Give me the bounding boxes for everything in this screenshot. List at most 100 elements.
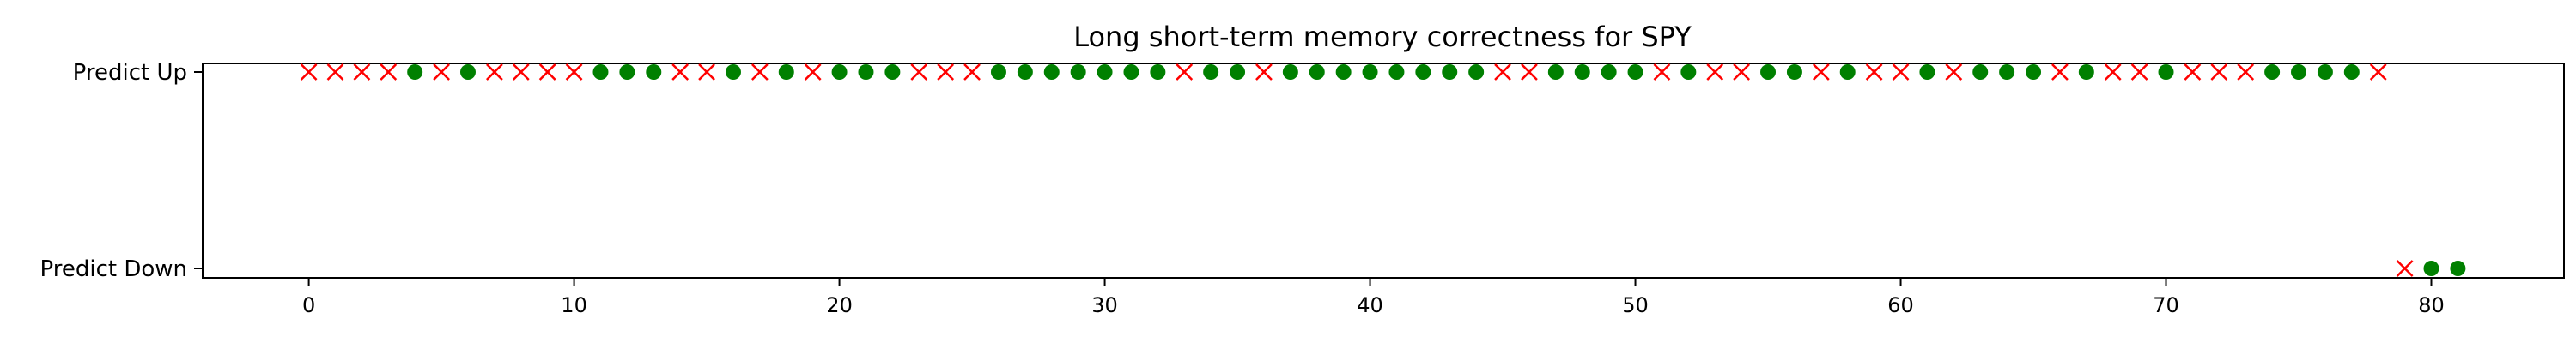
correct-point-marker: [646, 64, 662, 80]
correct-point-marker: [1362, 64, 1378, 80]
correct-point-marker: [1468, 64, 1485, 80]
x-tick-label: 80: [2418, 293, 2445, 317]
correct-point-marker: [884, 64, 901, 80]
correct-point-marker: [1097, 64, 1113, 80]
correct-point-marker: [1839, 64, 1856, 80]
incorrect-point-marker: [698, 63, 715, 81]
correct-point-marker: [725, 64, 741, 80]
incorrect-point-marker: [1706, 63, 1724, 81]
correct-point-marker: [1680, 64, 1697, 80]
incorrect-point-marker: [671, 63, 690, 81]
correct-point-marker: [1972, 64, 1989, 80]
correct-point-marker: [1388, 64, 1405, 80]
incorrect-point-marker: [804, 63, 822, 81]
y-tick-label: Predict Down: [40, 256, 188, 282]
incorrect-point-marker: [1945, 63, 1963, 81]
correct-point-marker: [778, 64, 794, 80]
incorrect-point-marker: [2104, 63, 2122, 81]
correct-point-marker: [1282, 64, 1298, 80]
correct-point-marker: [407, 64, 423, 80]
incorrect-point-marker: [2237, 63, 2255, 81]
correct-point-marker: [858, 64, 874, 80]
correct-point-marker: [1309, 64, 1325, 80]
correct-point-marker: [1760, 64, 1777, 80]
x-tick-label: 30: [1091, 293, 1118, 317]
plot-area-frame: [202, 63, 2565, 279]
incorrect-point-marker: [512, 63, 530, 81]
correct-point-marker: [1442, 64, 1458, 80]
correct-point-marker: [1601, 64, 1617, 80]
incorrect-point-marker: [1733, 63, 1751, 81]
incorrect-point-marker: [353, 63, 371, 81]
incorrect-point-marker: [1494, 63, 1511, 81]
correct-point-marker: [2343, 64, 2360, 80]
incorrect-point-marker: [1892, 63, 1910, 81]
incorrect-point-marker: [2396, 260, 2414, 277]
correct-point-marker: [1335, 64, 1352, 80]
correct-point-marker: [2291, 64, 2307, 80]
data-points: [300, 63, 2466, 277]
correct-point-marker: [592, 64, 609, 80]
correct-point-marker: [2317, 64, 2333, 80]
incorrect-point-marker: [1865, 63, 1883, 81]
incorrect-point-marker: [2051, 63, 2069, 81]
correct-point-marker: [2158, 64, 2174, 80]
incorrect-point-marker: [2184, 63, 2202, 81]
incorrect-point-marker: [486, 63, 503, 81]
incorrect-point-marker: [963, 63, 981, 81]
correct-point-marker: [2264, 64, 2281, 80]
incorrect-point-marker: [538, 63, 556, 81]
incorrect-point-marker: [300, 63, 318, 81]
incorrect-point-marker: [910, 63, 928, 81]
correct-point-marker: [1919, 64, 1935, 80]
correct-point-marker: [1574, 64, 1590, 80]
correct-point-marker: [1230, 64, 1246, 80]
incorrect-point-marker: [1812, 63, 1830, 81]
x-tick-label: 20: [826, 293, 853, 317]
y-tick-label: Predict Up: [73, 60, 187, 86]
correct-point-marker: [1627, 64, 1643, 80]
x-tick-label: 70: [2153, 293, 2179, 317]
incorrect-point-marker: [2210, 63, 2228, 81]
correct-point-marker: [2026, 64, 2042, 80]
correct-point-marker: [1415, 64, 1431, 80]
correct-point-marker: [1786, 64, 1802, 80]
x-tick-label: 50: [1622, 293, 1649, 317]
correct-point-marker: [1203, 64, 1219, 80]
correct-point-marker: [619, 64, 635, 80]
incorrect-point-marker: [433, 63, 450, 81]
incorrect-point-marker: [1255, 63, 1273, 81]
incorrect-point-marker: [750, 63, 769, 81]
correct-point-marker: [2078, 64, 2094, 80]
correct-point-marker: [990, 64, 1006, 80]
incorrect-point-marker: [2130, 63, 2148, 81]
incorrect-point-marker: [1521, 63, 1538, 81]
correct-point-marker: [1123, 64, 1139, 80]
correct-point-marker: [1150, 64, 1166, 80]
correct-point-marker: [1043, 64, 1060, 80]
x-tick-label: 0: [302, 293, 315, 317]
chart-title: Long short-term memory correctness for S…: [1073, 21, 1692, 53]
incorrect-point-marker: [2369, 63, 2387, 81]
correct-point-marker: [1070, 64, 1086, 80]
y-axis: Predict Down Predict Up: [40, 60, 203, 282]
incorrect-point-marker: [380, 63, 398, 81]
correct-point-marker: [459, 64, 476, 80]
correct-point-marker: [2423, 261, 2439, 276]
incorrect-point-marker: [937, 63, 955, 81]
incorrect-point-marker: [326, 63, 344, 81]
x-axis: 0 10 20 30 40 50 60 70 80: [302, 278, 2445, 317]
incorrect-point-marker: [565, 63, 583, 81]
incorrect-point-marker: [1653, 63, 1671, 81]
correct-point-marker: [2450, 261, 2466, 276]
correct-point-marker: [1547, 64, 1564, 80]
x-tick-label: 10: [561, 293, 587, 317]
correct-point-marker: [1999, 64, 2015, 80]
correct-point-marker: [831, 64, 848, 80]
incorrect-point-marker: [1176, 63, 1194, 81]
x-tick-label: 60: [1887, 293, 1914, 317]
correct-point-marker: [1017, 64, 1033, 80]
x-tick-label: 40: [1357, 293, 1383, 317]
